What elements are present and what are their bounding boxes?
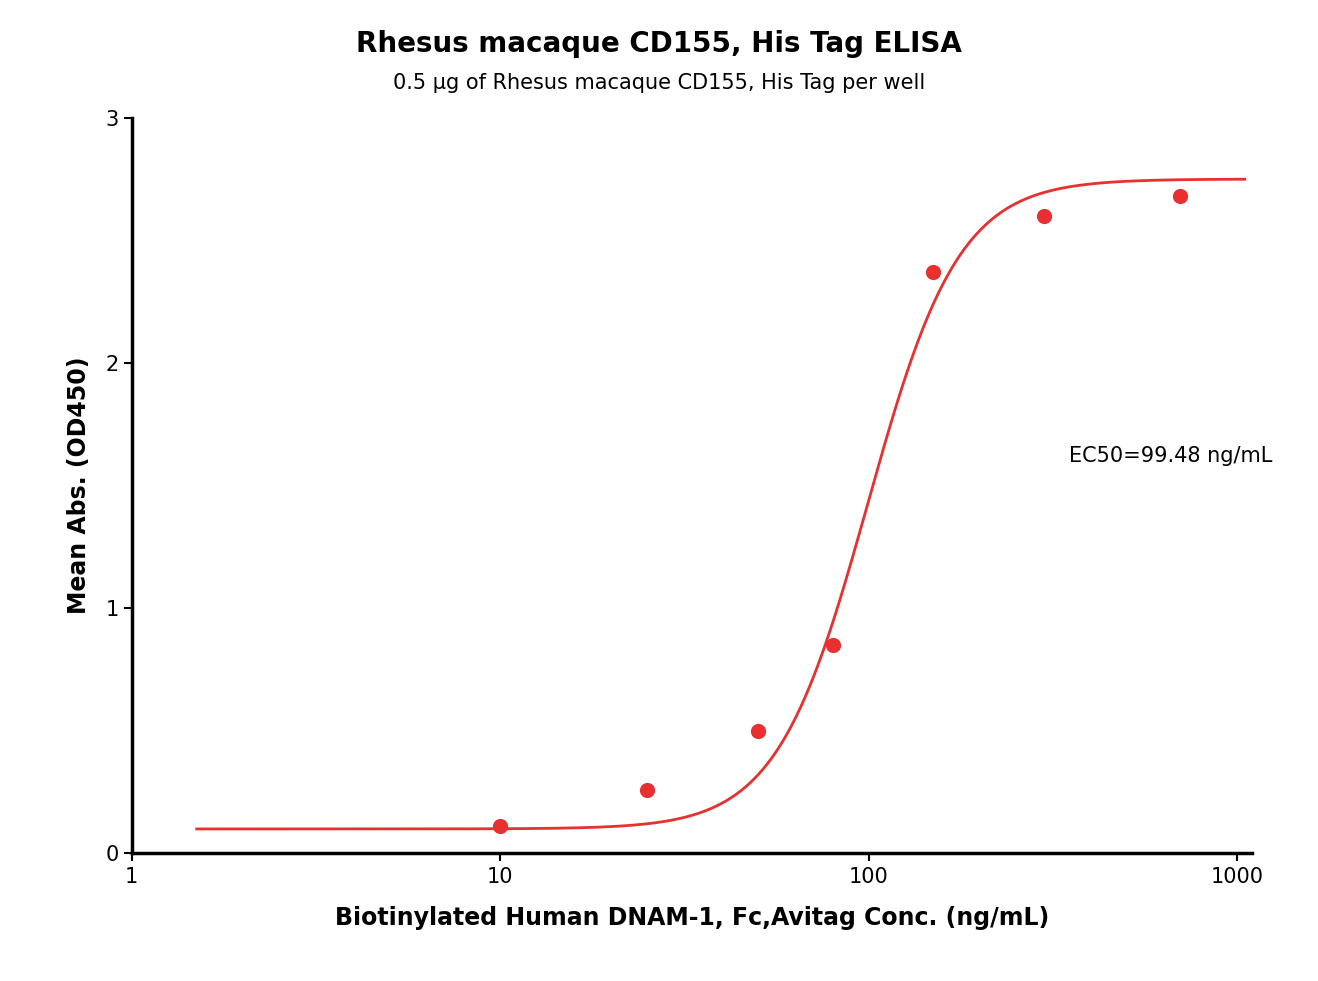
- Point: [637, 782, 658, 798]
- Point: [822, 638, 844, 653]
- Point: [489, 818, 510, 834]
- X-axis label: Biotinylated Human DNAM-1, Fc,Avitag Conc. (ng/mL): Biotinylated Human DNAM-1, Fc,Avitag Con…: [335, 906, 1049, 930]
- Point: [1169, 188, 1190, 204]
- Point: [923, 264, 944, 280]
- Text: 0.5 μg of Rhesus macaque CD155, His Tag per well: 0.5 μg of Rhesus macaque CD155, His Tag …: [393, 74, 925, 93]
- Y-axis label: Mean Abs. (OD450): Mean Abs. (OD450): [67, 357, 91, 614]
- Point: [1033, 208, 1054, 224]
- Point: [747, 723, 768, 739]
- Text: Rhesus macaque CD155, His Tag ELISA: Rhesus macaque CD155, His Tag ELISA: [356, 30, 962, 58]
- Text: EC50=99.48 ng/mL: EC50=99.48 ng/mL: [1069, 446, 1272, 466]
